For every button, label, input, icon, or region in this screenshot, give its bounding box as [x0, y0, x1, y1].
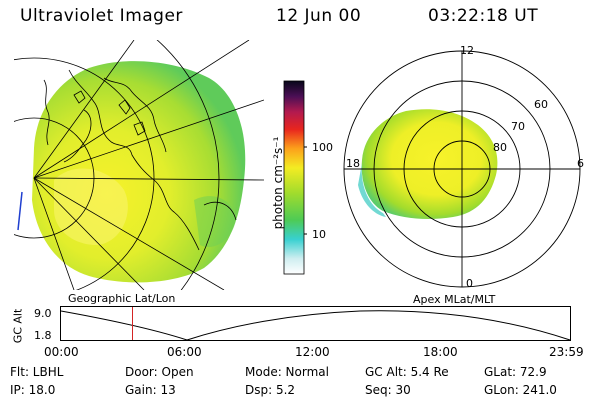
- status-seq: Seq: 30: [365, 383, 411, 397]
- aurora-region-polar: [361, 109, 498, 219]
- colorbar-tick-10: 10: [312, 228, 326, 241]
- status-dsp: Dsp: 5.2: [245, 383, 296, 397]
- altitude-tick-high: 9.0: [34, 307, 52, 320]
- geo-panel-caption: Geographic Lat/Lon: [68, 292, 176, 305]
- status-door: Door: Open: [125, 365, 194, 379]
- mlt-label-18: 18: [346, 157, 360, 170]
- status-ip: IP: 18.0: [10, 383, 56, 397]
- mlt-label-12: 12: [460, 44, 474, 57]
- time-tick-1200: 12:00: [295, 345, 330, 359]
- mlt-label-0: 0: [466, 277, 473, 290]
- geographic-map: [14, 40, 264, 290]
- instrument-title: Ultraviolet Imager: [20, 6, 183, 26]
- aurora-region-geo: [32, 61, 246, 283]
- time-tick-0600: 06:00: [167, 345, 202, 359]
- colorbar-tick-100: 100: [312, 141, 333, 154]
- time-tick-2359: 23:59: [549, 345, 584, 359]
- time-tick-1800: 18:00: [423, 345, 458, 359]
- status-filter: Flt: LBHL: [10, 365, 64, 379]
- status-mode: Mode: Normal: [245, 365, 329, 379]
- polar-mlat-mlt-plot: [343, 50, 581, 288]
- altitude-strip-plot: [60, 306, 571, 341]
- status-glon: GLon: 241.0: [484, 383, 557, 397]
- observation-date: 12 Jun 00: [276, 6, 362, 26]
- polar-panel-caption: Apex MLat/MLT: [413, 293, 496, 306]
- colorbar-unit-label: photon cm⁻²s⁻¹: [271, 136, 285, 230]
- altitude-axis-label: GC Alt: [11, 308, 25, 344]
- altitude-tick-low: 1.8: [34, 329, 52, 342]
- mlat-label-60: 60: [534, 98, 548, 111]
- mlt-label-6: 6: [577, 157, 584, 170]
- mlat-label-80: 80: [493, 141, 507, 154]
- observation-time: 03:22:18 UT: [428, 6, 539, 26]
- status-gain: Gain: 13: [125, 383, 176, 397]
- time-tick-0000: 00:00: [44, 345, 79, 359]
- mlat-label-70: 70: [511, 120, 525, 133]
- status-gc-alt: GC Alt: 5.4 Re: [365, 365, 449, 379]
- status-glat: GLat: 72.9: [484, 365, 547, 379]
- intensity-colorbar: [283, 80, 307, 275]
